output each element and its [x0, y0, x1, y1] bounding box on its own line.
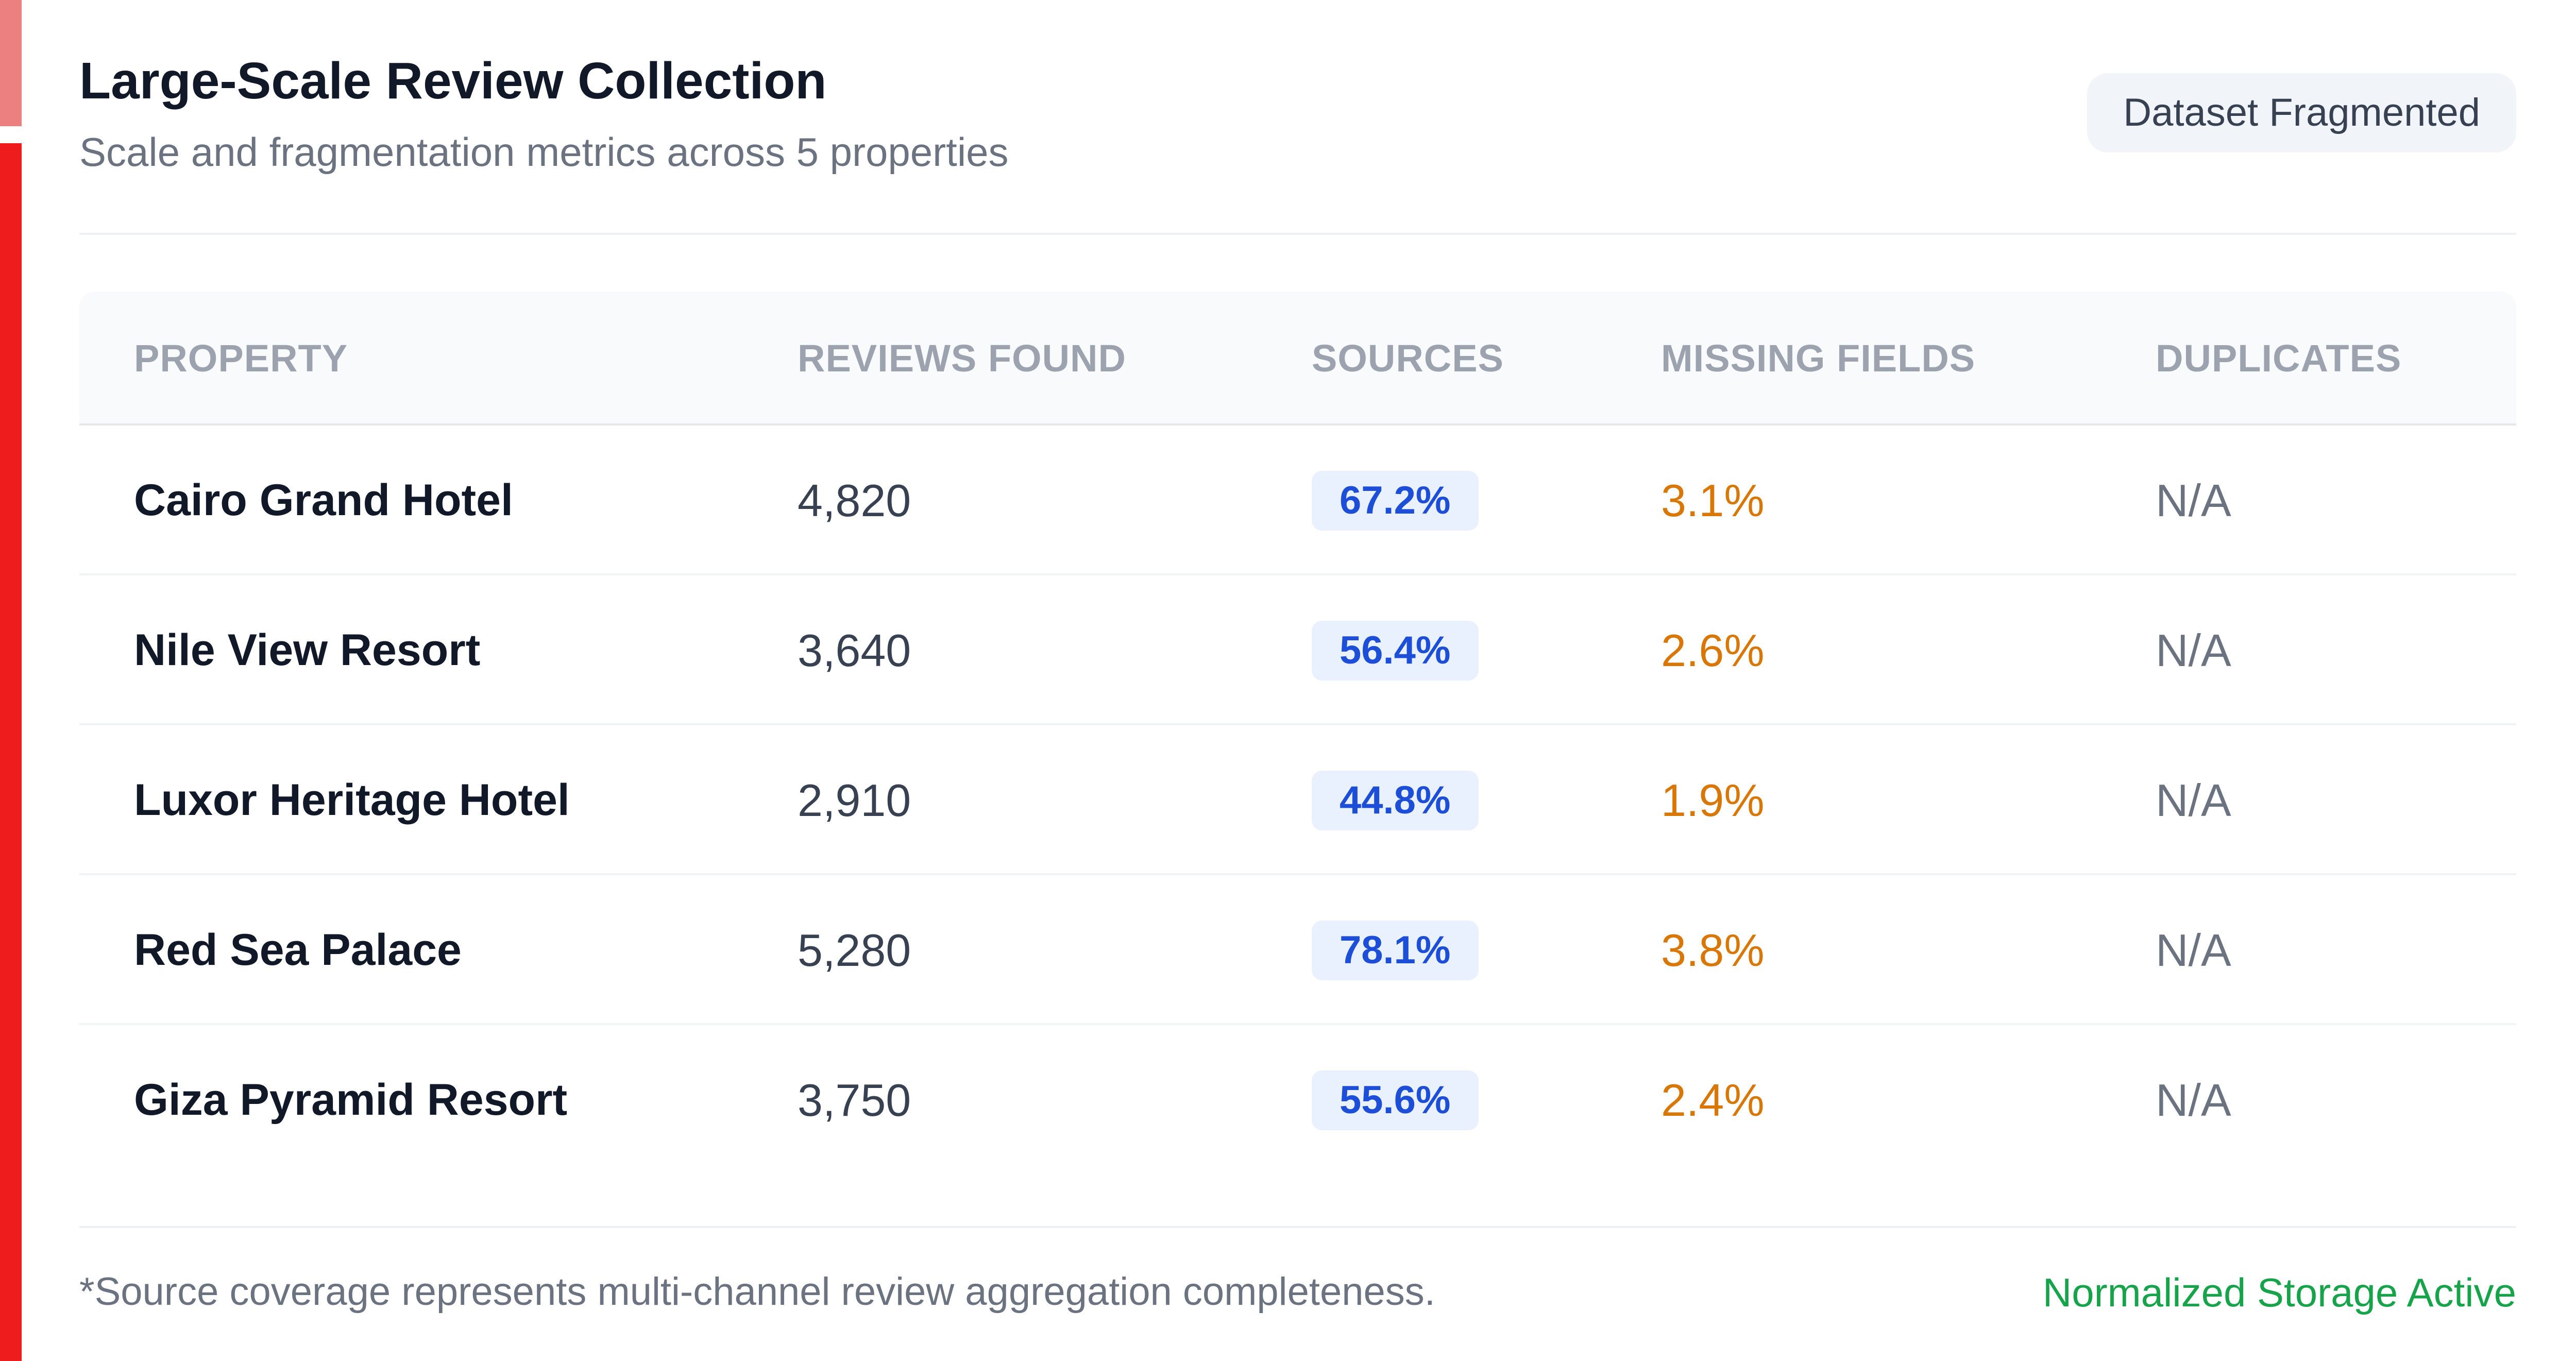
storage-status-label: Normalized Storage Active: [2042, 1270, 2516, 1315]
source-coverage-footnote: *Source coverage represents multi-channe…: [79, 1270, 1435, 1314]
reviews-found-value: 3,640: [798, 625, 911, 676]
missing-fields-value: 3.1%: [1661, 475, 1765, 526]
missing-fields-value: 1.9%: [1661, 775, 1765, 826]
column-header-sources: SOURCES: [1312, 337, 1504, 380]
table-row: Nile View Resort 3,640 56.4% 2.6% N/A: [79, 575, 2516, 725]
duplicates-value: N/A: [2156, 625, 2231, 676]
table-header: PROPERTY REVIEWS FOUND SOURCES MISSING F…: [79, 292, 2516, 426]
duplicates-value: N/A: [2156, 775, 2231, 826]
duplicates-value: N/A: [2156, 475, 2231, 526]
dataset-status-badge: Dataset Fragmented: [2087, 73, 2516, 152]
table-row: Luxor Heritage Hotel 2,910 44.8% 1.9% N/…: [79, 725, 2516, 875]
duplicates-value: N/A: [2156, 925, 2231, 976]
missing-fields-value: 2.4%: [1661, 1075, 1765, 1126]
sources-coverage-badge: 44.8%: [1312, 771, 1479, 830]
column-header-property: PROPERTY: [134, 337, 348, 380]
duplicates-value: N/A: [2156, 1075, 2231, 1126]
column-header-reviews-found: REVIEWS FOUND: [798, 337, 1126, 380]
property-name: Giza Pyramid Resort: [134, 1075, 568, 1125]
card-subtitle: Scale and fragmentation metrics across 5…: [79, 129, 1009, 175]
property-name: Nile View Resort: [134, 625, 481, 675]
accent-bar-main: [0, 143, 22, 1361]
card-footer: *Source coverage represents multi-channe…: [79, 1226, 2516, 1361]
card-header: Large-Scale Review Collection Scale and …: [79, 0, 2516, 235]
card-title: Large-Scale Review Collection: [79, 52, 827, 110]
sources-coverage-badge: 55.6%: [1312, 1070, 1479, 1130]
accent-bar-top: [0, 0, 22, 126]
reviews-found-value: 5,280: [798, 925, 911, 976]
sources-coverage-badge: 67.2%: [1312, 471, 1479, 531]
reviews-found-value: 2,910: [798, 775, 911, 826]
table-row: Red Sea Palace 5,280 78.1% 3.8% N/A: [79, 875, 2516, 1025]
property-name: Red Sea Palace: [134, 925, 462, 975]
reviews-found-value: 4,820: [798, 475, 911, 526]
table-row: Cairo Grand Hotel 4,820 67.2% 3.1% N/A: [79, 426, 2516, 575]
missing-fields-value: 3.8%: [1661, 925, 1765, 976]
missing-fields-value: 2.6%: [1661, 625, 1765, 676]
column-header-missing-fields: MISSING FIELDS: [1661, 337, 1976, 380]
column-header-duplicates: DUPLICATES: [2156, 337, 2402, 380]
table-row: Giza Pyramid Resort 3,750 55.6% 2.4% N/A: [79, 1025, 2516, 1175]
review-collection-card: Large-Scale Review Collection Scale and …: [79, 0, 2516, 1361]
property-name: Luxor Heritage Hotel: [134, 775, 570, 825]
metrics-table: PROPERTY REVIEWS FOUND SOURCES MISSING F…: [79, 292, 2516, 1175]
reviews-found-value: 3,750: [798, 1075, 911, 1126]
sources-coverage-badge: 56.4%: [1312, 621, 1479, 680]
property-name: Cairo Grand Hotel: [134, 475, 513, 525]
sources-coverage-badge: 78.1%: [1312, 921, 1479, 980]
